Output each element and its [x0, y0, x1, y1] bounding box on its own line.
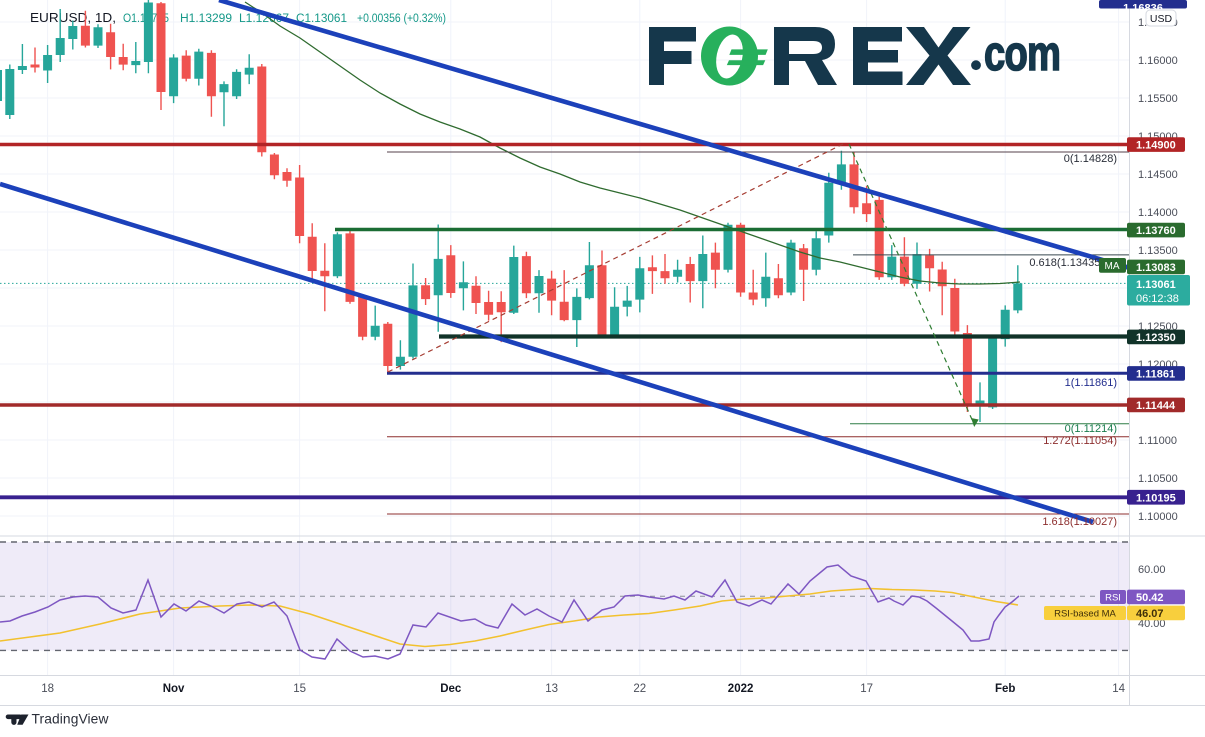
svg-text:1.11861: 1.11861: [1136, 369, 1175, 381]
svg-text:1.618(1.10027): 1.618(1.10027): [1042, 516, 1117, 528]
svg-text:0.618(1.13435): 0.618(1.13435): [1029, 257, 1104, 269]
svg-text:1.12350: 1.12350: [1136, 332, 1176, 344]
svg-text:1.13500: 1.13500: [1138, 245, 1178, 257]
svg-text:TradingView: TradingView: [32, 712, 109, 727]
svg-text:1(1.11861): 1(1.11861): [1065, 377, 1117, 389]
svg-text:MA: MA: [1105, 261, 1120, 272]
svg-text:1.272(1.11054): 1.272(1.11054): [1043, 435, 1117, 447]
svg-text:1.11000: 1.11000: [1138, 435, 1177, 447]
svg-text:1.11444: 1.11444: [1136, 400, 1176, 412]
svg-text:Nov: Nov: [163, 683, 185, 695]
svg-text:50.42: 50.42: [1136, 592, 1164, 604]
svg-text:1.13061: 1.13061: [1136, 279, 1176, 291]
svg-text:L1.12667: L1.12667: [239, 11, 289, 25]
svg-text:RSI: RSI: [1105, 593, 1121, 604]
svg-text:40.00: 40.00: [1138, 618, 1166, 630]
svg-text:18: 18: [41, 683, 54, 695]
svg-text:C1.13061: C1.13061: [296, 11, 347, 25]
svg-text:60.00: 60.00: [1138, 564, 1166, 576]
svg-text:com: com: [984, 27, 1060, 82]
svg-text:1.16836: 1.16836: [1123, 3, 1163, 15]
svg-text:1.10195: 1.10195: [1136, 492, 1176, 504]
svg-text:1.13760: 1.13760: [1136, 225, 1176, 237]
svg-text:Feb: Feb: [995, 683, 1015, 695]
svg-text:0(1.14828): 0(1.14828): [1064, 153, 1117, 165]
svg-text:22: 22: [633, 683, 646, 695]
svg-text:0(1.11214): 0(1.11214): [1065, 423, 1117, 435]
svg-text:USD: USD: [1150, 13, 1173, 25]
svg-text:+0.00356 (+0.32%): +0.00356 (+0.32%): [357, 11, 446, 25]
svg-text:17: 17: [860, 683, 873, 695]
svg-text:1.10000: 1.10000: [1138, 511, 1178, 523]
svg-text:46.07: 46.07: [1136, 608, 1164, 620]
svg-text:15: 15: [293, 683, 306, 695]
svg-text:1.15500: 1.15500: [1138, 93, 1178, 105]
svg-text:13: 13: [545, 683, 558, 695]
svg-text:1.14500: 1.14500: [1138, 169, 1178, 181]
svg-text:1.16000: 1.16000: [1138, 55, 1178, 67]
svg-text:Dec: Dec: [440, 683, 462, 695]
svg-text:1.14900: 1.14900: [1136, 140, 1176, 152]
svg-text:EURUSD, 1D,: EURUSD, 1D,: [30, 10, 116, 25]
svg-text:06:12:38: 06:12:38: [1136, 293, 1179, 305]
svg-text:14: 14: [1112, 683, 1125, 695]
svg-text:1.10500: 1.10500: [1138, 473, 1178, 485]
svg-text:H1.13299: H1.13299: [180, 11, 232, 25]
svg-text:2022: 2022: [728, 683, 754, 695]
svg-text:1.13083: 1.13083: [1136, 262, 1176, 274]
svg-text:RSI-based MA: RSI-based MA: [1054, 609, 1116, 620]
svg-text:1.14000: 1.14000: [1138, 207, 1178, 219]
